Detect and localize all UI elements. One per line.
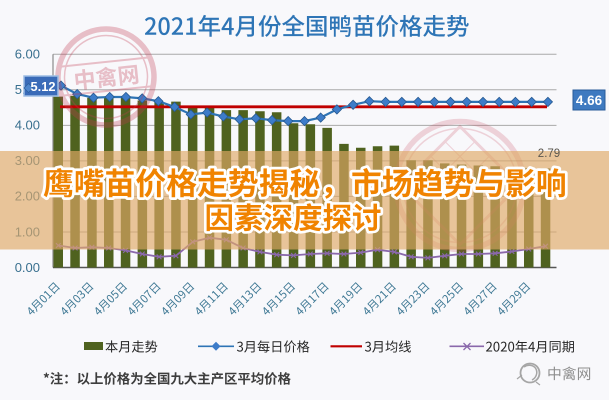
svg-text:0.00: 0.00 <box>15 260 40 275</box>
svg-text:4.00: 4.00 <box>15 118 40 133</box>
svg-text:2.79: 2.79 <box>538 148 560 160</box>
svg-text:4.66: 4.66 <box>576 93 603 108</box>
svg-text:6.00: 6.00 <box>15 47 40 62</box>
svg-text:5.12: 5.12 <box>31 79 56 94</box>
